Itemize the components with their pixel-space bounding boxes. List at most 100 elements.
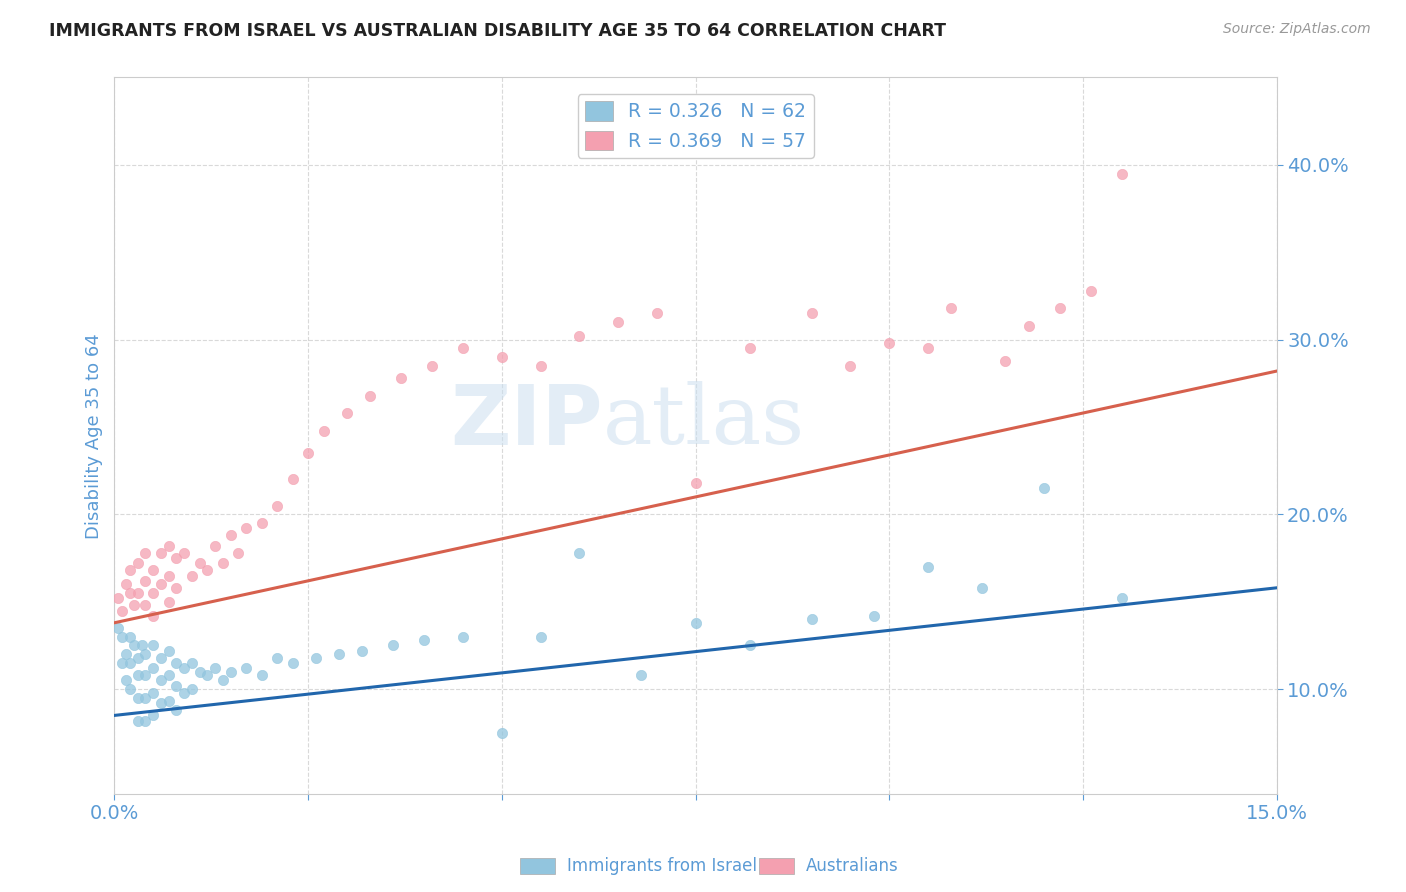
- Point: [212, 673, 235, 688]
- Point: [149, 650, 172, 665]
- Point: [127, 586, 149, 600]
- Point: [529, 630, 551, 644]
- Point: [568, 329, 591, 343]
- Point: [134, 574, 156, 588]
- Point: [173, 546, 195, 560]
- Point: [142, 608, 165, 623]
- Point: [127, 714, 149, 728]
- Point: [149, 696, 172, 710]
- Point: [111, 630, 134, 644]
- Point: [142, 661, 165, 675]
- Point: [197, 563, 219, 577]
- Point: [228, 546, 250, 560]
- Point: [115, 673, 138, 688]
- Text: IMMIGRANTS FROM ISRAEL VS AUSTRALIAN DISABILITY AGE 35 TO 64 CORRELATION CHART: IMMIGRANTS FROM ISRAEL VS AUSTRALIAN DIS…: [49, 22, 946, 40]
- Point: [165, 703, 187, 717]
- Text: Source: ZipAtlas.com: Source: ZipAtlas.com: [1223, 22, 1371, 37]
- Point: [250, 516, 273, 530]
- Point: [134, 668, 156, 682]
- Point: [142, 686, 165, 700]
- Point: [359, 388, 381, 402]
- Point: [115, 647, 138, 661]
- Point: [281, 656, 304, 670]
- Point: [127, 557, 149, 571]
- Point: [738, 639, 761, 653]
- Point: [685, 615, 707, 630]
- Point: [107, 591, 129, 606]
- Point: [451, 342, 474, 356]
- Point: [149, 577, 172, 591]
- Point: [529, 359, 551, 373]
- Point: [157, 539, 180, 553]
- Point: [839, 359, 862, 373]
- Point: [917, 342, 939, 356]
- Point: [917, 559, 939, 574]
- Point: [131, 639, 153, 653]
- Point: [157, 595, 180, 609]
- Point: [281, 472, 304, 486]
- Point: [685, 475, 707, 490]
- Point: [180, 656, 202, 670]
- Point: [180, 568, 202, 582]
- Point: [142, 639, 165, 653]
- Point: [173, 686, 195, 700]
- Point: [451, 630, 474, 644]
- Point: [188, 665, 211, 679]
- Point: [149, 673, 172, 688]
- Text: Australians: Australians: [806, 857, 898, 875]
- Point: [645, 306, 668, 320]
- Point: [266, 650, 288, 665]
- Point: [491, 350, 513, 364]
- Point: [877, 336, 900, 351]
- Point: [134, 647, 156, 661]
- Point: [862, 608, 884, 623]
- Point: [127, 650, 149, 665]
- Point: [149, 546, 172, 560]
- Point: [134, 599, 156, 613]
- Point: [297, 446, 319, 460]
- Point: [134, 546, 156, 560]
- Legend: R = 0.326   N = 62, R = 0.369   N = 57: R = 0.326 N = 62, R = 0.369 N = 57: [578, 94, 814, 158]
- Point: [173, 661, 195, 675]
- Text: Immigrants from Israel: Immigrants from Israel: [567, 857, 756, 875]
- Point: [118, 656, 141, 670]
- Point: [188, 557, 211, 571]
- Point: [118, 630, 141, 644]
- Point: [1080, 284, 1102, 298]
- Point: [165, 581, 187, 595]
- Point: [235, 661, 257, 675]
- Point: [111, 603, 134, 617]
- Point: [122, 639, 145, 653]
- Point: [180, 682, 202, 697]
- Point: [389, 371, 412, 385]
- Point: [266, 499, 288, 513]
- Point: [107, 621, 129, 635]
- Point: [336, 406, 359, 420]
- Point: [115, 577, 138, 591]
- Point: [118, 586, 141, 600]
- Point: [328, 647, 350, 661]
- Point: [800, 306, 823, 320]
- Point: [312, 424, 335, 438]
- Point: [738, 342, 761, 356]
- Point: [305, 650, 328, 665]
- Point: [1111, 591, 1133, 606]
- Point: [1049, 301, 1071, 315]
- Point: [165, 656, 187, 670]
- Point: [630, 668, 652, 682]
- Point: [413, 633, 436, 648]
- Point: [382, 639, 405, 653]
- Point: [420, 359, 443, 373]
- Point: [1111, 167, 1133, 181]
- Point: [142, 563, 165, 577]
- Point: [219, 665, 242, 679]
- Point: [122, 599, 145, 613]
- Point: [491, 726, 513, 740]
- Point: [127, 690, 149, 705]
- Point: [134, 714, 156, 728]
- Point: [142, 708, 165, 723]
- Y-axis label: Disability Age 35 to 64: Disability Age 35 to 64: [86, 333, 103, 539]
- Point: [197, 668, 219, 682]
- Point: [235, 521, 257, 535]
- Point: [568, 546, 591, 560]
